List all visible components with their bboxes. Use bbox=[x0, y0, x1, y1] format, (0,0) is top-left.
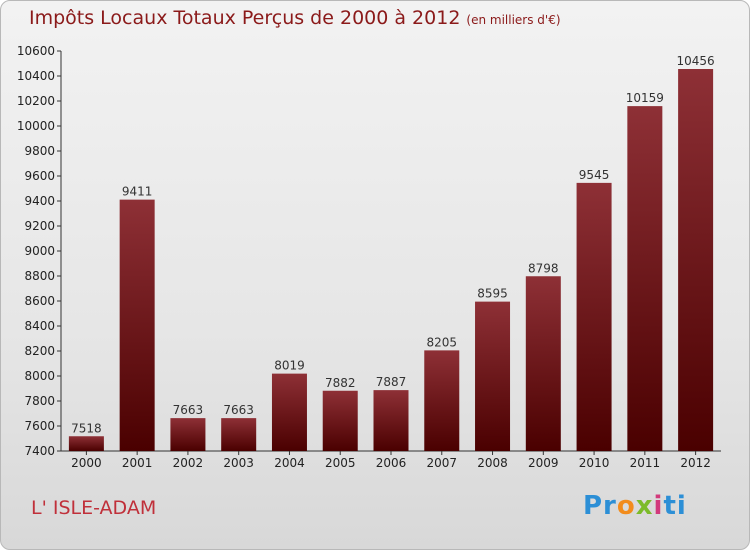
bar-2010 bbox=[576, 182, 612, 451]
y-tick-label: 9400 bbox=[24, 194, 55, 208]
x-tick-label: 2007 bbox=[426, 456, 457, 470]
bar-2004 bbox=[271, 373, 307, 451]
chart-title-text: Impôts Locaux Totaux Perçus de 2000 à 20… bbox=[29, 7, 461, 29]
x-tick-label: 2006 bbox=[376, 456, 407, 470]
bar-2005 bbox=[322, 390, 358, 451]
value-label: 9545 bbox=[579, 168, 610, 182]
x-tick-label: 2000 bbox=[71, 456, 102, 470]
bar-2007 bbox=[424, 350, 460, 451]
y-tick-label: 7600 bbox=[24, 419, 55, 433]
y-tick-label: 9800 bbox=[24, 144, 55, 158]
value-label: 8798 bbox=[528, 261, 559, 275]
x-tick-label: 2004 bbox=[274, 456, 305, 470]
bar-2003 bbox=[221, 418, 257, 451]
commune-name: L' ISLE-ADAM bbox=[31, 497, 157, 519]
value-label: 9411 bbox=[122, 185, 153, 199]
bar-2009 bbox=[525, 276, 561, 451]
chart-unit: (en milliers d'€) bbox=[466, 13, 561, 27]
value-label: 8205 bbox=[426, 335, 457, 349]
x-tick-label: 2010 bbox=[579, 456, 610, 470]
y-tick-label: 9000 bbox=[24, 244, 55, 258]
y-tick-label: 9200 bbox=[24, 219, 55, 233]
bar-2006 bbox=[373, 390, 409, 451]
x-tick-label: 2008 bbox=[477, 456, 508, 470]
y-tick-label: 10400 bbox=[17, 69, 55, 83]
y-tick-label: 10000 bbox=[17, 119, 55, 133]
x-tick-label: 2012 bbox=[680, 456, 711, 470]
value-label: 7518 bbox=[71, 421, 102, 435]
y-tick-label: 8800 bbox=[24, 269, 55, 283]
bar-2011 bbox=[627, 106, 663, 451]
y-tick-label: 8200 bbox=[24, 344, 55, 358]
value-label: 10159 bbox=[626, 91, 664, 105]
value-label: 10456 bbox=[677, 54, 715, 68]
y-tick-label: 9600 bbox=[24, 169, 55, 183]
bar-2000 bbox=[68, 436, 104, 451]
bar-2001 bbox=[119, 199, 155, 451]
y-tick-label: 7400 bbox=[24, 444, 55, 458]
value-label: 7663 bbox=[223, 403, 254, 417]
x-tick-label: 2001 bbox=[122, 456, 153, 470]
value-label: 7882 bbox=[325, 376, 356, 390]
y-tick-label: 8600 bbox=[24, 294, 55, 308]
x-tick-label: 2009 bbox=[528, 456, 559, 470]
y-tick-label: 10600 bbox=[17, 44, 55, 58]
value-label: 7887 bbox=[376, 375, 407, 389]
x-tick-label: 2002 bbox=[173, 456, 204, 470]
bar-2012 bbox=[678, 69, 714, 451]
bar-2002 bbox=[170, 418, 206, 451]
value-label: 8019 bbox=[274, 359, 305, 373]
y-tick-label: 7800 bbox=[24, 394, 55, 408]
proxiti-logo[interactable]: Proxiti bbox=[583, 491, 687, 521]
chart-title: Impôts Locaux Totaux Perçus de 2000 à 20… bbox=[29, 7, 561, 29]
y-tick-label: 8400 bbox=[24, 319, 55, 333]
x-tick-label: 2003 bbox=[223, 456, 254, 470]
value-label: 8595 bbox=[477, 287, 508, 301]
value-label: 7663 bbox=[173, 403, 204, 417]
x-tick-label: 2011 bbox=[630, 456, 661, 470]
bar-2008 bbox=[475, 301, 511, 451]
x-tick-label: 2005 bbox=[325, 456, 356, 470]
y-tick-label: 8000 bbox=[24, 369, 55, 383]
y-tick-label: 10200 bbox=[17, 94, 55, 108]
